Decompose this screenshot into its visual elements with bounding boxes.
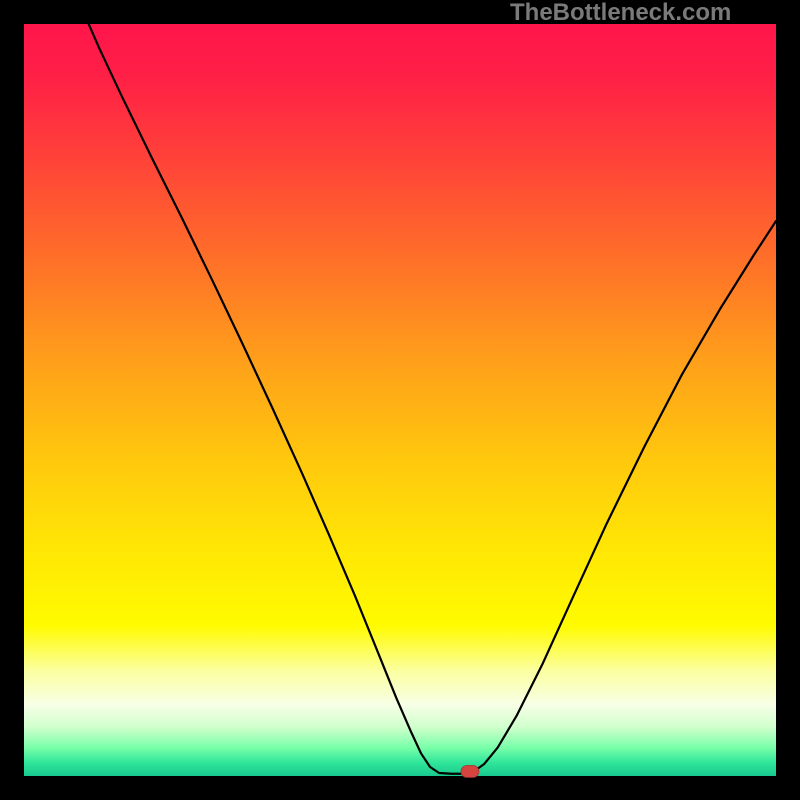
watermark-text: TheBottleneck.com (510, 0, 731, 27)
plot-background (24, 24, 776, 776)
bottleneck-chart (0, 0, 800, 800)
optimal-point-marker (461, 765, 479, 777)
